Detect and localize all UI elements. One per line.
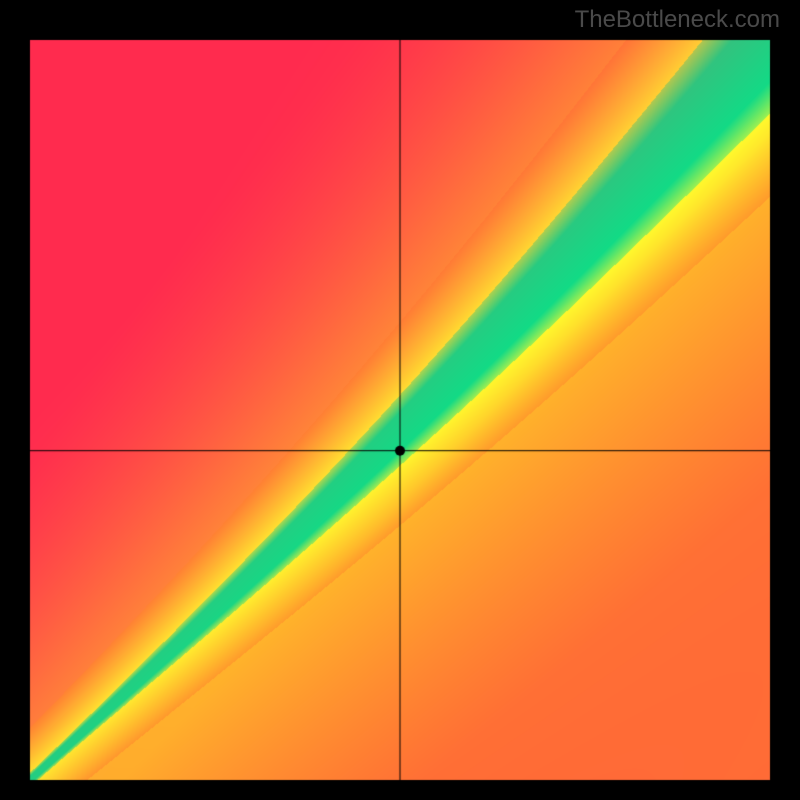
chart-container: TheBottleneck.com (0, 0, 800, 800)
watermark-text: TheBottleneck.com (575, 6, 780, 34)
heatmap-canvas (0, 0, 800, 800)
